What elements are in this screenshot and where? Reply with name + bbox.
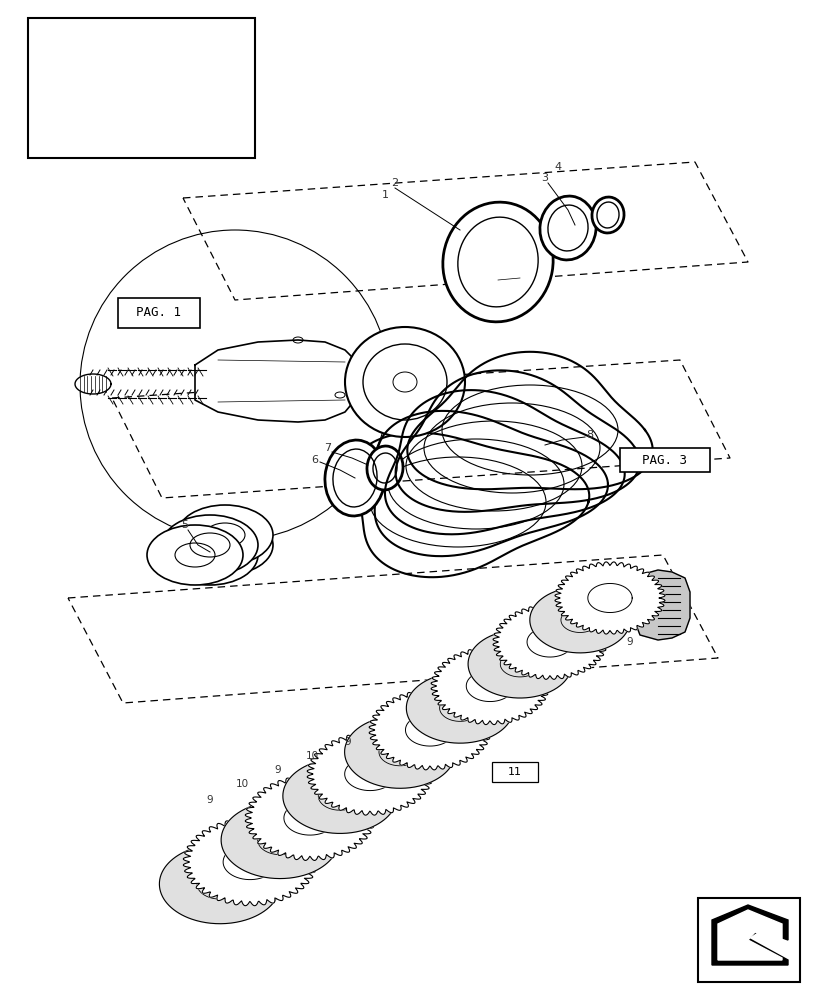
Text: 1: 1	[381, 190, 388, 200]
Bar	[491, 762, 538, 782]
Bar	[118, 298, 200, 328]
Ellipse shape	[591, 197, 624, 233]
Ellipse shape	[442, 202, 552, 322]
Text: 9: 9	[626, 637, 633, 647]
Text: 10: 10	[378, 725, 391, 735]
Polygon shape	[283, 759, 397, 833]
Text: 9: 9	[344, 737, 351, 747]
Text: 9: 9	[207, 795, 213, 805]
Polygon shape	[431, 647, 548, 725]
Polygon shape	[183, 818, 316, 906]
Ellipse shape	[539, 196, 595, 260]
Polygon shape	[75, 374, 111, 394]
Text: 9: 9	[489, 687, 495, 697]
Ellipse shape	[324, 440, 385, 516]
Ellipse shape	[177, 505, 273, 565]
Text: 8: 8	[586, 430, 593, 440]
Polygon shape	[634, 570, 689, 640]
Polygon shape	[160, 844, 280, 924]
Polygon shape	[711, 905, 787, 965]
Polygon shape	[369, 690, 490, 770]
Text: 3: 3	[541, 173, 547, 183]
Text: PAG. 1: PAG. 1	[136, 306, 181, 320]
Text: PAG. 3: PAG. 3	[642, 454, 686, 466]
Ellipse shape	[147, 525, 242, 585]
Ellipse shape	[345, 327, 465, 437]
Text: 5: 5	[181, 520, 189, 530]
Text: 9: 9	[418, 713, 425, 723]
Text: 10: 10	[235, 779, 248, 789]
Ellipse shape	[366, 446, 403, 490]
Text: 7: 7	[324, 443, 331, 453]
Polygon shape	[467, 630, 571, 698]
Polygon shape	[245, 776, 375, 860]
Ellipse shape	[162, 525, 258, 585]
Polygon shape	[717, 910, 781, 960]
Polygon shape	[344, 716, 455, 788]
Text: 6: 6	[311, 455, 318, 465]
Polygon shape	[529, 587, 629, 653]
Polygon shape	[355, 330, 399, 430]
Text: 10: 10	[521, 675, 534, 685]
Ellipse shape	[177, 515, 273, 575]
Text: 2: 2	[391, 178, 398, 188]
Text: 10: 10	[590, 647, 604, 657]
Bar	[619, 448, 709, 472]
Text: 10: 10	[305, 751, 318, 761]
Polygon shape	[492, 605, 606, 679]
Polygon shape	[195, 340, 355, 422]
Ellipse shape	[162, 515, 258, 575]
Polygon shape	[406, 673, 513, 743]
Text: 11: 11	[508, 767, 521, 777]
Text: 10: 10	[451, 701, 464, 711]
Polygon shape	[554, 562, 664, 634]
Text: 9: 9	[275, 765, 281, 775]
Bar	[697, 898, 799, 982]
Polygon shape	[221, 801, 338, 879]
Bar	[28, 18, 255, 158]
Polygon shape	[307, 733, 433, 815]
Text: 9: 9	[559, 661, 566, 671]
Text: 4: 4	[554, 162, 561, 172]
